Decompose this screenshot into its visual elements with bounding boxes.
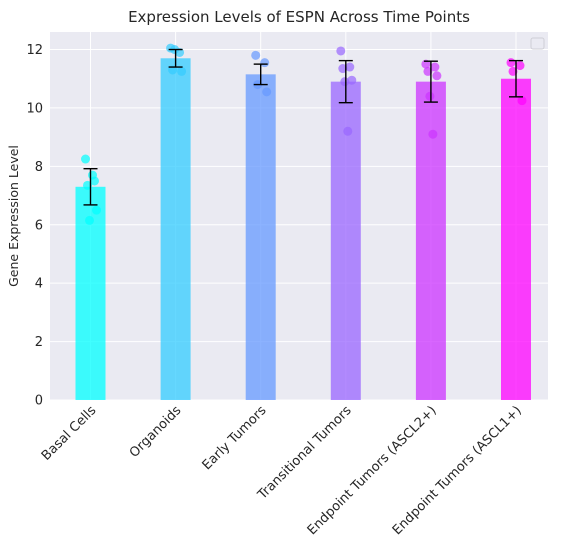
y-tick-label: 12 <box>26 43 43 58</box>
bar <box>160 58 191 401</box>
x-tick-label: Basal Cells <box>39 403 100 464</box>
bar-layer <box>75 58 531 401</box>
errorbar-layer <box>83 48 523 206</box>
data-point <box>177 66 187 76</box>
data-point <box>343 126 353 136</box>
data-point <box>425 91 435 101</box>
data-point <box>428 129 438 139</box>
data-point <box>81 154 90 164</box>
y-tick-label: 4 <box>35 277 43 292</box>
data-point <box>260 58 270 68</box>
data-point <box>88 170 97 180</box>
data-point <box>430 62 440 72</box>
bar <box>415 81 446 401</box>
data-point <box>506 58 516 68</box>
data-point <box>83 180 92 190</box>
data-point <box>85 215 94 225</box>
data-point <box>338 64 348 74</box>
plot-background <box>50 32 548 400</box>
data-point <box>262 87 272 97</box>
y-tick-label: 10 <box>26 101 43 116</box>
data-point <box>423 66 433 76</box>
x-tick-layer: Basal Cells Organoids Early TumorsTransiti… <box>39 403 525 538</box>
data-point <box>515 61 525 71</box>
y-tick-label: 8 <box>35 160 43 175</box>
y-tick-label: 6 <box>35 218 43 233</box>
legend-box <box>530 37 545 50</box>
chart-title: Expression Levels of ESPN Across Time Po… <box>128 8 470 26</box>
data-point <box>336 46 346 56</box>
data-point <box>432 71 442 81</box>
data-point <box>340 77 350 87</box>
bar <box>501 78 531 400</box>
x-tick-label: Organoids <box>127 403 185 461</box>
y-tick-label: 0 <box>35 394 43 409</box>
data-point <box>251 50 261 60</box>
x-tick-label: Early Tumors <box>200 403 270 473</box>
data-point <box>347 75 357 85</box>
x-tick-label: Transitional Tumors <box>255 403 355 503</box>
data-point <box>517 96 527 106</box>
y-axis-label: Gene Expression Level <box>6 145 21 287</box>
data-point <box>92 205 101 215</box>
y-tick-layer: 0 2 4 6 8 10 12 <box>26 43 43 408</box>
data-point <box>345 62 355 72</box>
data-point <box>508 66 518 76</box>
bar <box>245 74 276 400</box>
y-tick-label: 2 <box>35 335 43 350</box>
